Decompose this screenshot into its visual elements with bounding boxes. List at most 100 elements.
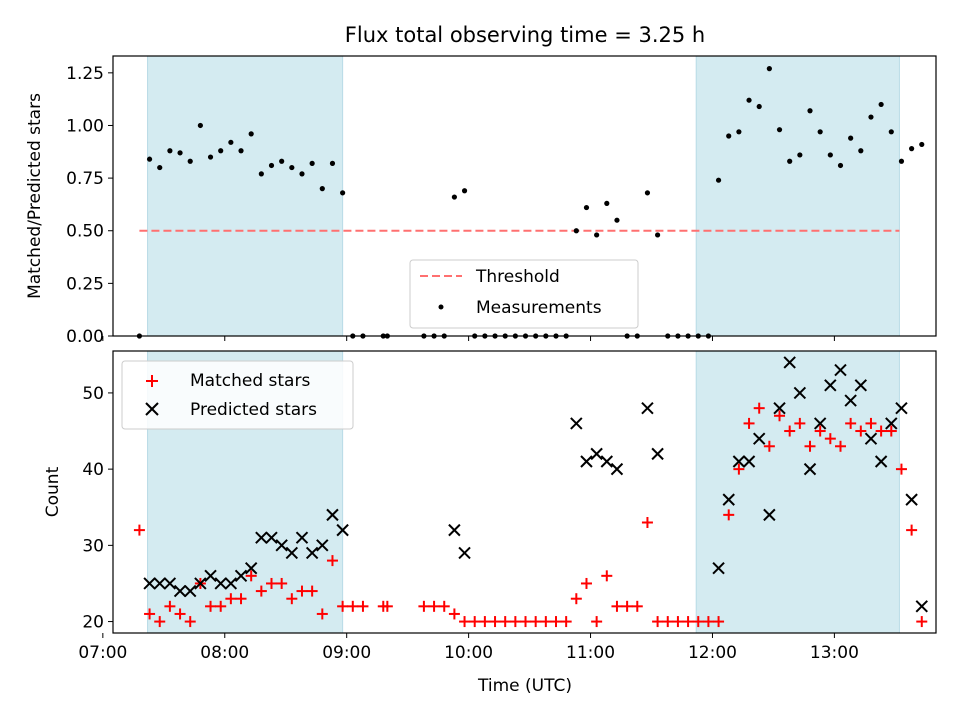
measurement-point — [177, 150, 183, 156]
top-x-axis-ticks — [102, 336, 835, 341]
predicted-star-point — [610, 462, 624, 476]
measurement-point — [228, 139, 234, 145]
measurement-point — [289, 164, 295, 171]
top-y-tick-label: 0.75 — [66, 169, 104, 189]
bottom-legend: Matched stars Predicted stars — [121, 360, 354, 430]
predicted-star-point — [895, 401, 908, 415]
matched-star-point — [692, 616, 704, 628]
predicted-star-point — [793, 386, 807, 400]
predicted-star-point — [905, 493, 918, 506]
measurement-point — [146, 156, 153, 162]
matched-star-point — [428, 600, 440, 612]
matched-star-point — [174, 608, 186, 620]
star-count-points — [133, 356, 928, 628]
measurement-point — [807, 108, 813, 114]
matched-star-point — [509, 616, 521, 628]
predicted-star-point — [783, 356, 796, 369]
bottom-panel: 20 30 40 50 07:00 08:00 09:00 10:00 11:00 12:00 1… — [43, 350, 937, 696]
predicted-star-point — [255, 531, 268, 544]
predicted-star-point — [275, 539, 288, 552]
predicted-star-point — [641, 401, 654, 415]
measurement-point — [258, 171, 264, 177]
measurement-point — [238, 148, 244, 154]
matched-star-point — [215, 600, 227, 612]
matched-star-point — [753, 402, 765, 414]
chart-title: Flux total observing time = 3.25 h — [345, 23, 705, 47]
predicted-star-point — [194, 577, 207, 590]
matched-star-point — [296, 585, 308, 597]
legend-measurements-label: Measurements — [476, 298, 602, 318]
predicted-star-point — [885, 417, 898, 430]
measurement-point — [644, 190, 651, 196]
bottom-x-tick-label: 10:00 — [444, 643, 493, 663]
measurement-point — [451, 194, 457, 200]
matched-star-point — [448, 608, 460, 620]
measurement-point — [837, 162, 844, 169]
predicted-star-point — [173, 584, 187, 598]
measurement-point — [868, 114, 874, 120]
legend-predicted-swatch — [145, 402, 159, 416]
predicted-star-point — [742, 455, 756, 468]
bottom-y-tick-label: 30 — [82, 536, 104, 556]
measurement-point — [746, 97, 752, 103]
matched-star-point — [499, 616, 511, 628]
matched-star-point — [418, 600, 430, 612]
measurement-point — [573, 228, 579, 234]
measurement-point — [817, 129, 823, 135]
matched-star-point — [611, 600, 623, 612]
legend-matched-swatch — [146, 375, 158, 387]
matched-star-point — [133, 524, 145, 536]
predicted-star-point — [204, 569, 217, 583]
predicted-star-point — [214, 577, 227, 590]
matched-star-point — [560, 616, 572, 628]
measurement-point — [279, 158, 285, 164]
measurement-point — [329, 160, 336, 166]
predicted-star-point — [763, 508, 776, 522]
bottom-y-tick-label: 50 — [82, 384, 104, 404]
measurement-point — [340, 190, 346, 196]
predicted-star-point — [824, 379, 837, 392]
predicted-star-point — [285, 546, 299, 560]
top-y-tick-label: 1.25 — [66, 64, 104, 84]
matched-star-point — [479, 616, 491, 628]
measurement-point — [726, 133, 732, 139]
measurement-point — [319, 186, 325, 192]
predicted-star-point — [244, 562, 258, 575]
matched-star-point — [326, 555, 338, 567]
matched-star-point — [276, 577, 288, 589]
matched-star-point — [438, 600, 450, 612]
matched-star-point — [804, 440, 816, 452]
measurement-point — [299, 171, 305, 177]
predicted-star-point — [570, 417, 583, 430]
measurement-point — [736, 129, 742, 135]
measurement-point — [888, 129, 894, 135]
bottom-x-tick-label: 08:00 — [200, 643, 249, 663]
matched-star-point — [601, 570, 613, 582]
measurement-point — [157, 164, 163, 171]
bottom-legend-box — [121, 360, 354, 430]
matched-star-point — [530, 616, 542, 628]
matched-star-point — [205, 600, 217, 612]
matched-star-point — [774, 410, 786, 422]
top-shaded-interval — [695, 55, 900, 337]
top-y-tick-label: 0.50 — [66, 222, 104, 242]
predicted-star-point — [184, 584, 197, 598]
predicted-star-point — [336, 523, 349, 537]
matched-star-point — [316, 608, 328, 620]
measurement-point — [248, 131, 254, 137]
matched-star-point — [225, 593, 237, 605]
matched-star-point — [580, 577, 592, 589]
matched-star-point — [489, 616, 501, 628]
matched-star-point — [459, 616, 471, 628]
predicted-star-point — [143, 577, 156, 590]
matched-star-point — [255, 585, 267, 597]
matched-star-point — [855, 425, 867, 437]
matched-star-point — [286, 593, 298, 605]
matched-star-point — [144, 608, 156, 620]
bottom-x-tick-label: 12:00 — [688, 643, 737, 663]
matched-star-point — [682, 616, 694, 628]
measurement-point — [919, 141, 925, 148]
measurement-point — [594, 232, 600, 238]
bottom-x-tick-label: 13:00 — [810, 643, 859, 663]
predicted-star-point — [803, 462, 817, 476]
